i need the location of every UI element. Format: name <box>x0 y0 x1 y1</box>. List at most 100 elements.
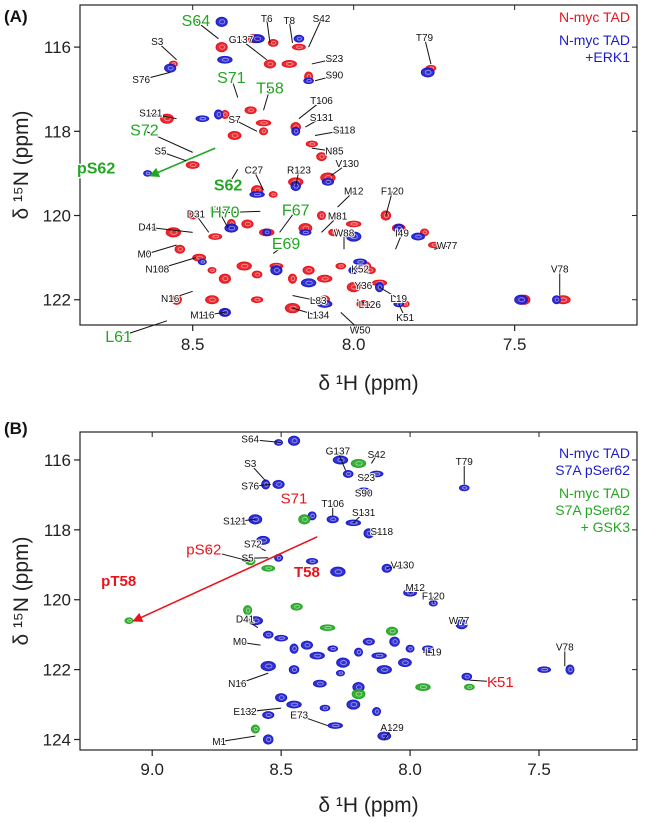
peak-contour <box>407 590 414 595</box>
peak <box>428 241 441 249</box>
y-axis-label: δ ¹⁵N (ppm) <box>10 110 33 219</box>
peak <box>270 265 283 276</box>
peak <box>263 59 277 69</box>
peak-contour <box>541 667 548 672</box>
peak-label: K51 <box>396 313 414 324</box>
peak-label: V78 <box>551 264 569 275</box>
peak-contour <box>278 636 285 640</box>
peak-contour <box>296 45 303 49</box>
peak-contour <box>314 653 322 658</box>
peak-contour <box>330 517 337 522</box>
peak-contour <box>330 646 336 651</box>
peak <box>274 634 289 642</box>
peak-label: N16 <box>161 294 180 305</box>
peak-contour <box>302 230 309 235</box>
peak <box>249 191 265 198</box>
peak-contour <box>276 555 282 560</box>
peak <box>185 161 200 169</box>
peak-label: S121 <box>139 109 163 120</box>
leader-line <box>298 100 322 120</box>
peak-contour <box>265 566 273 570</box>
peak-label: S23 <box>357 473 375 484</box>
peak-contour <box>424 69 432 75</box>
peak-label: S131 <box>310 113 334 124</box>
peak-contour <box>366 639 373 644</box>
peak <box>215 16 228 27</box>
x-tick-label: 8.0 <box>398 760 422 779</box>
peak-contour <box>374 709 380 714</box>
peak-contour <box>260 121 268 125</box>
peak-contour <box>305 280 313 286</box>
peak <box>124 617 134 625</box>
peak-label: N108 <box>145 264 169 275</box>
peak-contour <box>261 129 267 134</box>
peak-contour <box>396 225 402 231</box>
peak <box>262 734 274 745</box>
peak <box>217 55 233 64</box>
peak <box>355 487 372 496</box>
peak-contour <box>290 702 299 707</box>
peak-label: K52 <box>351 264 369 275</box>
peak-label: T106 <box>310 96 333 107</box>
leader-line <box>230 77 239 98</box>
leader-line <box>249 463 267 482</box>
peak <box>342 470 354 478</box>
peak-label: G137 <box>326 447 351 458</box>
peak-contour <box>209 297 216 302</box>
peak-contour <box>325 179 332 184</box>
peak-contour <box>375 653 384 658</box>
peak-contour <box>255 272 261 277</box>
peak <box>372 707 382 717</box>
peak-contour <box>554 297 560 302</box>
data-layer <box>143 16 571 317</box>
peak <box>250 296 264 304</box>
peak-label: pT58 <box>101 573 136 590</box>
peak <box>345 231 362 242</box>
peak <box>272 479 285 489</box>
peak <box>143 170 153 177</box>
leader-line <box>202 311 225 317</box>
peak <box>405 644 415 653</box>
peak-contour <box>221 57 230 62</box>
peak-contour <box>319 154 325 159</box>
peak <box>243 605 253 616</box>
peak <box>290 602 303 611</box>
legend-entry: +ERK1 <box>585 49 630 65</box>
leader-line <box>292 307 319 317</box>
peak-contour <box>350 222 358 226</box>
peak <box>398 658 412 668</box>
peak-contour <box>392 639 398 645</box>
y-tick-label: 116 <box>44 451 71 470</box>
peak-label: pS62 <box>77 160 115 177</box>
peak <box>351 688 366 700</box>
peak <box>195 115 210 122</box>
peak <box>174 244 186 254</box>
peak-contour <box>431 243 438 247</box>
peak-label: S64 <box>241 434 259 445</box>
peak <box>227 131 242 141</box>
peak <box>262 630 274 639</box>
peak <box>208 233 223 240</box>
peak-label: S72 <box>244 539 262 550</box>
peak <box>330 566 346 577</box>
peak-label: T58 <box>294 564 320 581</box>
peak <box>369 470 384 478</box>
peak-label: M1 <box>212 737 226 748</box>
peak-label: W77 <box>437 241 458 252</box>
peak-label: L61 <box>105 329 132 346</box>
peak-label: M116 <box>190 311 215 322</box>
leader-line <box>250 483 271 488</box>
peak <box>316 211 326 221</box>
peak <box>356 300 371 308</box>
peak <box>224 223 239 233</box>
peak <box>346 699 361 710</box>
leader-line <box>458 620 463 625</box>
peak-contour <box>309 559 316 563</box>
plot-frame <box>79 431 638 751</box>
peak <box>241 219 254 229</box>
leader-line <box>311 58 335 65</box>
leader-line <box>321 216 338 233</box>
peak <box>346 282 361 293</box>
peak <box>262 711 275 719</box>
leader-line <box>263 88 271 111</box>
